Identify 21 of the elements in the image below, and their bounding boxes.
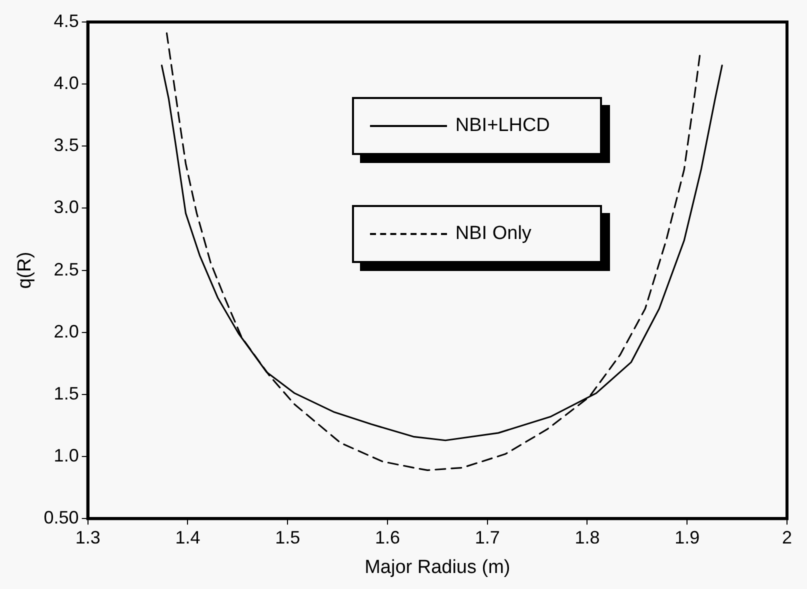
y-tick-label: 2.5: [54, 259, 79, 280]
x-tick-label: 2: [782, 527, 792, 548]
y-axis-title: q(R): [14, 252, 36, 289]
x-tick-label: 1.3: [75, 527, 100, 548]
x-tick-label: 1.6: [374, 527, 400, 548]
y-tick-label: 4.0: [54, 73, 79, 94]
y-tick-label: 0.50: [44, 508, 79, 528]
x-tick-label: 1.8: [574, 527, 600, 548]
x-tick-label: 1.4: [175, 527, 200, 548]
x-tick-label: 1.7: [474, 527, 500, 548]
y-tick-label: 1.0: [54, 445, 79, 466]
x-axis-title: Major Radius (m): [364, 556, 510, 578]
y-tick-label: 1.5: [54, 383, 79, 404]
x-tick-label: 1.9: [674, 527, 700, 548]
y-tick-label: 3.5: [54, 135, 79, 156]
y-tick-label: 2.0: [54, 321, 79, 342]
y-tick-label: 4.5: [54, 10, 79, 31]
x-tick-label: 1.5: [275, 527, 300, 548]
legend-label: NBI+LHCD: [455, 115, 550, 137]
y-tick-label: 3.0: [54, 197, 79, 218]
legend-label: NBI Only: [455, 223, 532, 245]
